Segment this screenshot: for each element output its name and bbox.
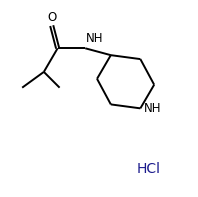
Text: HCl: HCl (136, 162, 160, 177)
Text: O: O (47, 11, 56, 24)
Text: NH: NH (144, 102, 161, 115)
Text: NH: NH (86, 32, 104, 45)
